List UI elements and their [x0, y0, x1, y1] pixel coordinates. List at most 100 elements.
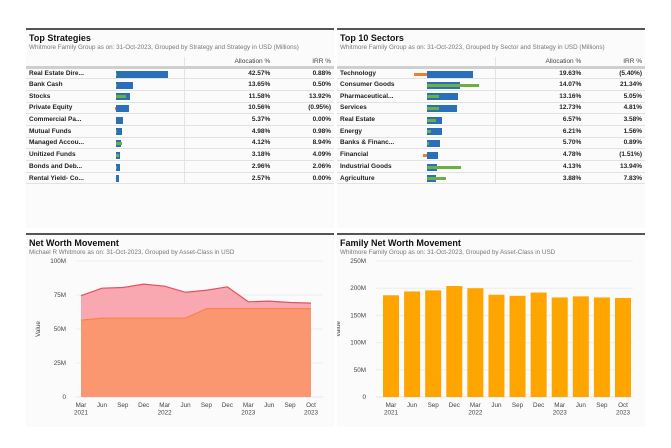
- x-tick-label: Sep: [428, 402, 440, 409]
- y-tick-label: 0: [362, 394, 366, 401]
- column-header-bar: [417, 57, 496, 69]
- row-allocation: 3.18%: [184, 148, 274, 161]
- allocation-bar: [116, 128, 123, 136]
- table-row[interactable]: Real Estate Dire... 42.57% 0.88%: [26, 67, 334, 80]
- row-bar-cell: [106, 160, 185, 173]
- table-row[interactable]: Technology 19.63% (5.40%): [337, 67, 645, 80]
- allocation-bar: [427, 128, 442, 136]
- x-tick-year-label: 2023: [304, 410, 319, 417]
- row-allocation: 13.16%: [495, 90, 585, 103]
- irr-bar: [116, 153, 119, 157]
- row-name: Energy: [337, 125, 417, 138]
- bar: [593, 297, 610, 397]
- bar: [530, 292, 547, 397]
- row-bar-cell: [417, 125, 496, 138]
- table-row[interactable]: Unitized Funds 3.18% 4.09%: [26, 148, 334, 161]
- table-row[interactable]: Bonds and Deb... 2.96% 2.06%: [26, 160, 334, 173]
- irr-bar: [115, 107, 117, 111]
- row-name: Commercial Pa...: [26, 113, 106, 126]
- row-name: Services: [337, 102, 417, 115]
- irr-bar: [427, 118, 436, 122]
- strategies-table: Allocation % IRR % Real Estate Dire... 42…: [26, 57, 334, 185]
- table-row[interactable]: Financial 4.78% (1.51%): [337, 148, 645, 161]
- row-allocation: 4.78%: [495, 148, 585, 161]
- table-row[interactable]: Stocks 11.58% 13.92%: [26, 90, 334, 103]
- table-row[interactable]: Mutual Funds 4.98% 0.98%: [26, 125, 334, 138]
- row-allocation: 13.65%: [184, 78, 274, 91]
- row-irr: 1.56%: [584, 125, 645, 138]
- x-tick-label: Sep: [512, 402, 524, 409]
- allocation-bar: [116, 71, 169, 78]
- row-name: Rental Yield- Co...: [26, 172, 106, 185]
- column-header-irr[interactable]: IRR %: [584, 57, 645, 69]
- table-row[interactable]: Commercial Pa... 5.37% 0.00%: [26, 113, 334, 126]
- allocation-bar: [116, 105, 129, 113]
- bar: [509, 295, 526, 397]
- table-row[interactable]: Services 12.73% 4.81%: [337, 102, 645, 115]
- row-allocation: 5.70%: [495, 137, 585, 150]
- y-tick-label: 25M: [54, 360, 66, 367]
- bar: [383, 295, 399, 397]
- table-row[interactable]: Rental Yield- Co... 2.57% 0.00%: [26, 172, 334, 185]
- x-tick-year-label: 2023: [553, 410, 568, 417]
- row-irr: (1.51%): [584, 148, 645, 161]
- column-header-irr[interactable]: IRR %: [273, 57, 334, 69]
- row-irr: 7.83%: [584, 172, 645, 185]
- panel-subtitle: Whitmore Family Group as on: 31-Oct-2023…: [340, 44, 605, 51]
- row-name: Banks & Financ...: [337, 137, 417, 150]
- net-worth-movement-panel: Net Worth Movement Michael R Whitmore as…: [26, 233, 334, 427]
- row-name: Private Equity: [26, 102, 106, 115]
- allocation-bar: [427, 105, 457, 113]
- table-row[interactable]: Consumer Goods 14.07% 21.34%: [337, 78, 645, 91]
- x-tick-label: Jun: [264, 402, 275, 409]
- row-irr: 13.92%: [273, 90, 334, 103]
- area-series-base: [81, 308, 311, 397]
- x-tick-year-label: 2023: [616, 410, 631, 417]
- column-header-name: [26, 57, 106, 69]
- row-bar-cell: [417, 160, 496, 173]
- row-allocation: 2.57%: [184, 172, 274, 185]
- x-tick-label: Mar: [554, 402, 565, 409]
- table-row[interactable]: Private Equity 10.56% (0.95%): [26, 102, 334, 115]
- x-tick-label: Sep: [596, 402, 608, 409]
- table-row[interactable]: Real Estate 6.57% 3.58%: [337, 113, 645, 126]
- row-bar-cell: [417, 102, 496, 115]
- x-tick-label: Jun: [576, 402, 587, 409]
- allocation-bar: [427, 140, 441, 148]
- panel-title: Family Net Worth Movement: [340, 238, 461, 248]
- column-header-allocation[interactable]: Allocation %: [495, 57, 585, 69]
- table-row[interactable]: Managed Accou... 4.12% 8.94%: [26, 137, 334, 150]
- row-irr: 2.06%: [273, 160, 334, 173]
- table-row[interactable]: Agriculture 3.88% 7.83%: [337, 172, 645, 185]
- row-irr: 8.94%: [273, 137, 334, 150]
- row-name: Unitized Funds: [26, 148, 106, 161]
- table-row[interactable]: Banks & Financ... 5.70% 0.89%: [337, 137, 645, 150]
- irr-bar: [116, 142, 123, 146]
- row-allocation: 12.73%: [495, 102, 585, 115]
- irr-bar: [116, 73, 117, 76]
- x-tick-label: Oct: [306, 402, 316, 409]
- table-row[interactable]: Bank Cash 13.65% 0.50%: [26, 78, 334, 91]
- irr-bar: [423, 153, 427, 157]
- table-row[interactable]: Energy 6.21% 1.56%: [337, 125, 645, 138]
- row-bar-cell: [417, 148, 496, 161]
- x-tick-label: Sep: [201, 402, 213, 409]
- irr-bar: [427, 95, 440, 99]
- y-tick-label: 0: [62, 394, 66, 401]
- row-irr: 0.98%: [273, 125, 334, 138]
- bar: [404, 291, 421, 397]
- y-tick-label: 150M: [350, 312, 366, 319]
- row-irr: 0.00%: [273, 113, 334, 126]
- irr-bar: [427, 177, 447, 181]
- row-irr: 4.81%: [584, 102, 645, 115]
- row-bar-cell: [106, 78, 185, 91]
- line-series-total: [80, 283, 312, 304]
- table-row[interactable]: Industrial Goods 4.13% 13.94%: [337, 160, 645, 173]
- table-row[interactable]: Pharmaceutical... 13.16% 5.05%: [337, 90, 645, 103]
- column-header-allocation[interactable]: Allocation %: [184, 57, 274, 69]
- row-name: Consumer Goods: [337, 78, 417, 91]
- row-name: Bonds and Deb...: [26, 160, 106, 173]
- row-allocation: 11.58%: [184, 90, 274, 103]
